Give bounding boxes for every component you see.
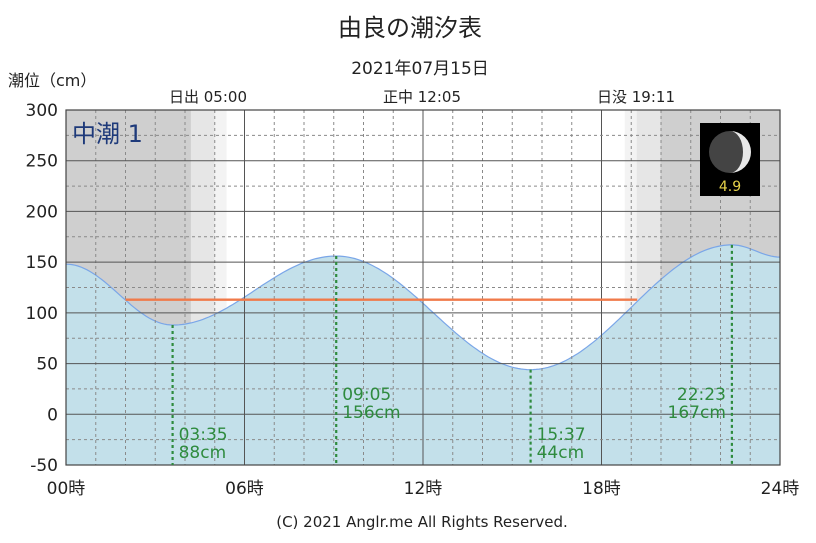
grid — [65, 109, 781, 466]
sunrise-label: 日出 05:00 — [169, 88, 247, 106]
dawn-band — [214, 110, 227, 465]
copyright-footer: (C) 2021 Anglr.me All Rights Reserved. — [276, 513, 568, 531]
sunset-label: 日没 19:11 — [597, 88, 675, 106]
y-tick-label: 100 — [26, 304, 58, 324]
chart-title: 由良の潮汐表 — [338, 14, 482, 42]
x-tick-label: 18時 — [582, 479, 621, 499]
extreme-time-label: 03:35 — [179, 425, 228, 445]
moon-lit-part — [730, 131, 751, 173]
moon-icon — [709, 131, 751, 173]
y-tick-label: 200 — [26, 202, 58, 222]
extreme-level-label: 156cm — [342, 403, 400, 423]
x-tick-label: 06時 — [225, 479, 264, 499]
extreme-time-label: 22:23 — [677, 385, 726, 405]
y-tick-label: -50 — [30, 456, 58, 476]
x-tick-label: 24時 — [761, 479, 800, 499]
y-tick-label: 150 — [26, 253, 58, 273]
moon-age: 4.9 — [719, 179, 741, 195]
y-tick-label: 300 — [26, 101, 58, 121]
y-tick-label: 250 — [26, 152, 58, 172]
y-axis-label: 潮位（cm） — [8, 71, 96, 90]
tide-name: 中潮 1 — [72, 120, 143, 148]
y-tick-labels: 300 250 200 150 100 50 0 -50 — [26, 101, 58, 476]
extreme-level-label: 88cm — [179, 443, 227, 463]
x-tick-labels: 00時 06時 12時 18時 24時 — [47, 479, 800, 499]
x-tick-label: 00時 — [47, 479, 86, 499]
extreme-time-label: 15:37 — [537, 425, 586, 445]
extreme-time-label: 09:05 — [342, 385, 391, 405]
noon-label: 正中 12:05 — [383, 88, 461, 106]
moon-badge: 4.9 — [700, 123, 760, 196]
x-tick-label: 12時 — [404, 479, 443, 499]
y-tick-label: 50 — [36, 355, 58, 375]
extreme-level-label: 44cm — [537, 443, 585, 463]
y-tick-label: 0 — [47, 405, 58, 425]
plot-frame — [65, 109, 781, 466]
extreme-level-label: 167cm — [668, 403, 726, 423]
chart-date: 2021年07月15日 — [351, 59, 489, 79]
